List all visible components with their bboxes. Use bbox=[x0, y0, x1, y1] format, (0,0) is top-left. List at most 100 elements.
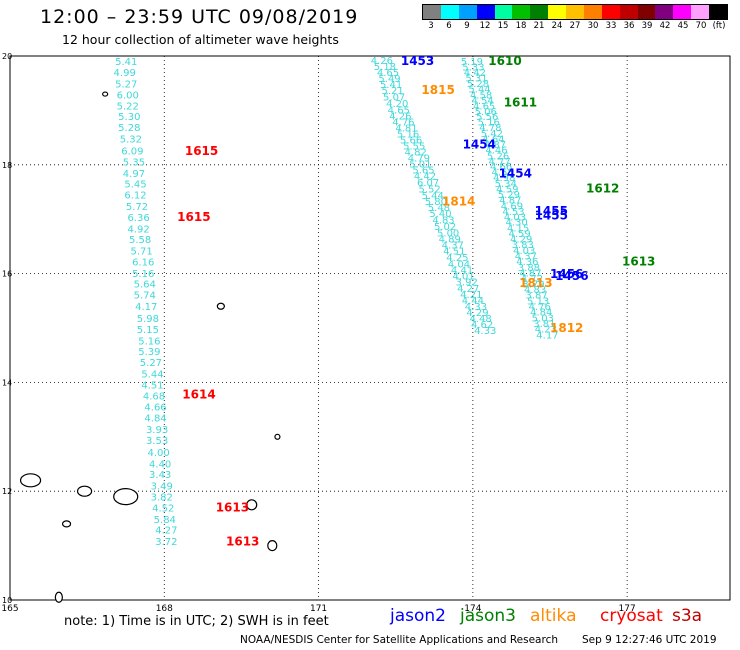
island-outline bbox=[19, 473, 42, 488]
pass-time-label: 1813 bbox=[519, 276, 552, 290]
legend-label: 3 bbox=[428, 21, 434, 31]
wave-height-value: 4.58 bbox=[492, 168, 514, 179]
wave-height-value: 4.42 bbox=[464, 68, 486, 79]
legend-swatch bbox=[709, 5, 727, 19]
wave-height-value: 4.65 bbox=[388, 106, 410, 117]
wave-height-value: 3.82 bbox=[151, 492, 173, 503]
wave-height-value: 5.66 bbox=[400, 136, 422, 147]
wave-height-value: 5.58 bbox=[129, 235, 151, 246]
wave-height-value: 5.40 bbox=[429, 209, 451, 220]
wave-height-value: 4.00 bbox=[147, 448, 169, 459]
wave-height-value: 5.27 bbox=[115, 80, 137, 91]
wave-height-value: 6.00 bbox=[117, 90, 139, 101]
wave-height-value: 4.59 bbox=[509, 229, 531, 240]
wave-height-value: 3.87 bbox=[525, 291, 547, 302]
lat-tick-label: 16 bbox=[2, 270, 12, 279]
satellite-cryosat: cryosat bbox=[600, 606, 663, 626]
wave-height-value: 5.98 bbox=[137, 314, 159, 325]
wave-height-value: 5.55 bbox=[403, 142, 425, 153]
lat-tick-label: 14 bbox=[2, 378, 12, 387]
wave-height-value: 4.33 bbox=[474, 326, 496, 337]
wave-height-value: 4.23 bbox=[535, 324, 557, 335]
wave-height-value: 3.49 bbox=[151, 482, 173, 493]
pass-time-label: 1812 bbox=[550, 321, 583, 335]
wave-height-value: 6.12 bbox=[124, 191, 146, 202]
wave-height-value: 5.16 bbox=[138, 336, 160, 347]
footer-timestamp: Sep 9 12:27:46 UTC 2019 bbox=[582, 634, 717, 646]
legend-swatch bbox=[691, 5, 709, 19]
wave-height-value: 4.65 bbox=[377, 68, 399, 79]
legend-label: 21 bbox=[533, 21, 545, 31]
wave-height-value: 5.56 bbox=[476, 112, 498, 123]
wave-height-legend: 3 6 9 12 15 18 21 24 27 30 33 36 39 42 45 70 (ft) bbox=[422, 4, 728, 32]
lon-tick-label: 171 bbox=[310, 604, 327, 614]
wave-height-value: 4.77 bbox=[488, 157, 510, 168]
map-frame bbox=[9, 55, 731, 601]
island-outline bbox=[54, 591, 63, 603]
island-outline bbox=[76, 485, 93, 497]
wave-height-value: 4.37 bbox=[442, 241, 464, 252]
wave-height-value: 5.71 bbox=[131, 247, 153, 258]
wave-height-value: 5.07 bbox=[383, 93, 405, 104]
footer-note: note: 1) Time is in UTC; 2) SWH is in fe… bbox=[64, 614, 329, 629]
wave-height-value: 5.32 bbox=[120, 134, 142, 145]
pass-time-label: 1613 bbox=[622, 254, 655, 268]
wave-height-value: 4.72 bbox=[521, 274, 543, 285]
wave-height-value: 4.68 bbox=[143, 391, 165, 402]
wave-height-value: 4.26 bbox=[371, 56, 393, 67]
legend-label: 12 bbox=[479, 21, 491, 31]
satellite-jason3: jason3 bbox=[460, 606, 516, 626]
wave-height-value: 5.03 bbox=[532, 313, 554, 324]
island-outline bbox=[216, 302, 225, 310]
wave-height-value: 4.87 bbox=[484, 140, 506, 151]
legend-label: 9 bbox=[464, 21, 470, 31]
lon-tick-label: 168 bbox=[156, 604, 173, 614]
pass-time-label: 1453 bbox=[401, 54, 434, 68]
legend-swatch bbox=[512, 5, 531, 19]
wave-height-value: 5.44 bbox=[141, 370, 163, 381]
pass-time-label: 1611 bbox=[504, 96, 537, 110]
legend-swatch bbox=[530, 5, 549, 19]
legend-swatch bbox=[458, 5, 477, 19]
wave-height-value: 4.76 bbox=[392, 118, 414, 129]
wave-height-value: 4.21 bbox=[460, 290, 482, 301]
island-outline bbox=[267, 539, 278, 552]
wave-height-value: 4.04 bbox=[448, 260, 470, 271]
wave-height-value: 3.93 bbox=[146, 425, 168, 436]
wave-height-value: 5.01 bbox=[409, 160, 431, 171]
lon-tick-label: 177 bbox=[619, 604, 636, 614]
legend-swatch bbox=[601, 5, 620, 19]
wave-height-value: 4.26 bbox=[389, 112, 411, 123]
wave-height-value: 5.84 bbox=[154, 515, 176, 526]
pass-time-label: 1454 bbox=[463, 137, 496, 151]
legend-swatch bbox=[583, 5, 602, 19]
wave-height-value: 3.72 bbox=[155, 537, 177, 548]
wave-height-value: 5.41 bbox=[115, 57, 137, 68]
wave-height-value: 5.41 bbox=[380, 80, 402, 91]
satellite-altika: altika bbox=[530, 606, 577, 626]
wave-height-value: 4.29 bbox=[510, 235, 532, 246]
wave-height-value: 6.09 bbox=[121, 146, 143, 157]
wave-height-value: 4.53 bbox=[502, 207, 524, 218]
wave-height-value: 5.80 bbox=[425, 197, 447, 208]
wave-height-value: 4.84 bbox=[530, 307, 552, 318]
wave-height-value: 4.36 bbox=[516, 257, 538, 268]
pass-time-label: 1614 bbox=[182, 388, 215, 402]
wave-height-value: 4.89 bbox=[439, 235, 461, 246]
pass-time-label: 1454 bbox=[499, 166, 532, 180]
legend-label: 39 bbox=[641, 21, 653, 31]
wave-height-value: 5.48 bbox=[428, 203, 450, 214]
island-outline bbox=[274, 433, 281, 440]
wave-height-value: 4.15 bbox=[507, 224, 529, 235]
wave-height-value: 4.99 bbox=[114, 68, 136, 79]
wave-height-value: 3.43 bbox=[149, 470, 171, 481]
wave-height-value: 5.74 bbox=[134, 291, 156, 302]
wave-height-value: 4.65 bbox=[473, 101, 495, 112]
island-outline bbox=[61, 520, 72, 528]
wave-height-value: 4.98 bbox=[493, 173, 515, 184]
wave-height-value: 4.79 bbox=[408, 154, 430, 165]
wave-height-value: 4.27 bbox=[155, 526, 177, 537]
wave-height-value: 4.92 bbox=[127, 224, 149, 235]
wave-height-value: 5.31 bbox=[465, 74, 487, 85]
wave-height-value: 4.27 bbox=[457, 284, 479, 295]
